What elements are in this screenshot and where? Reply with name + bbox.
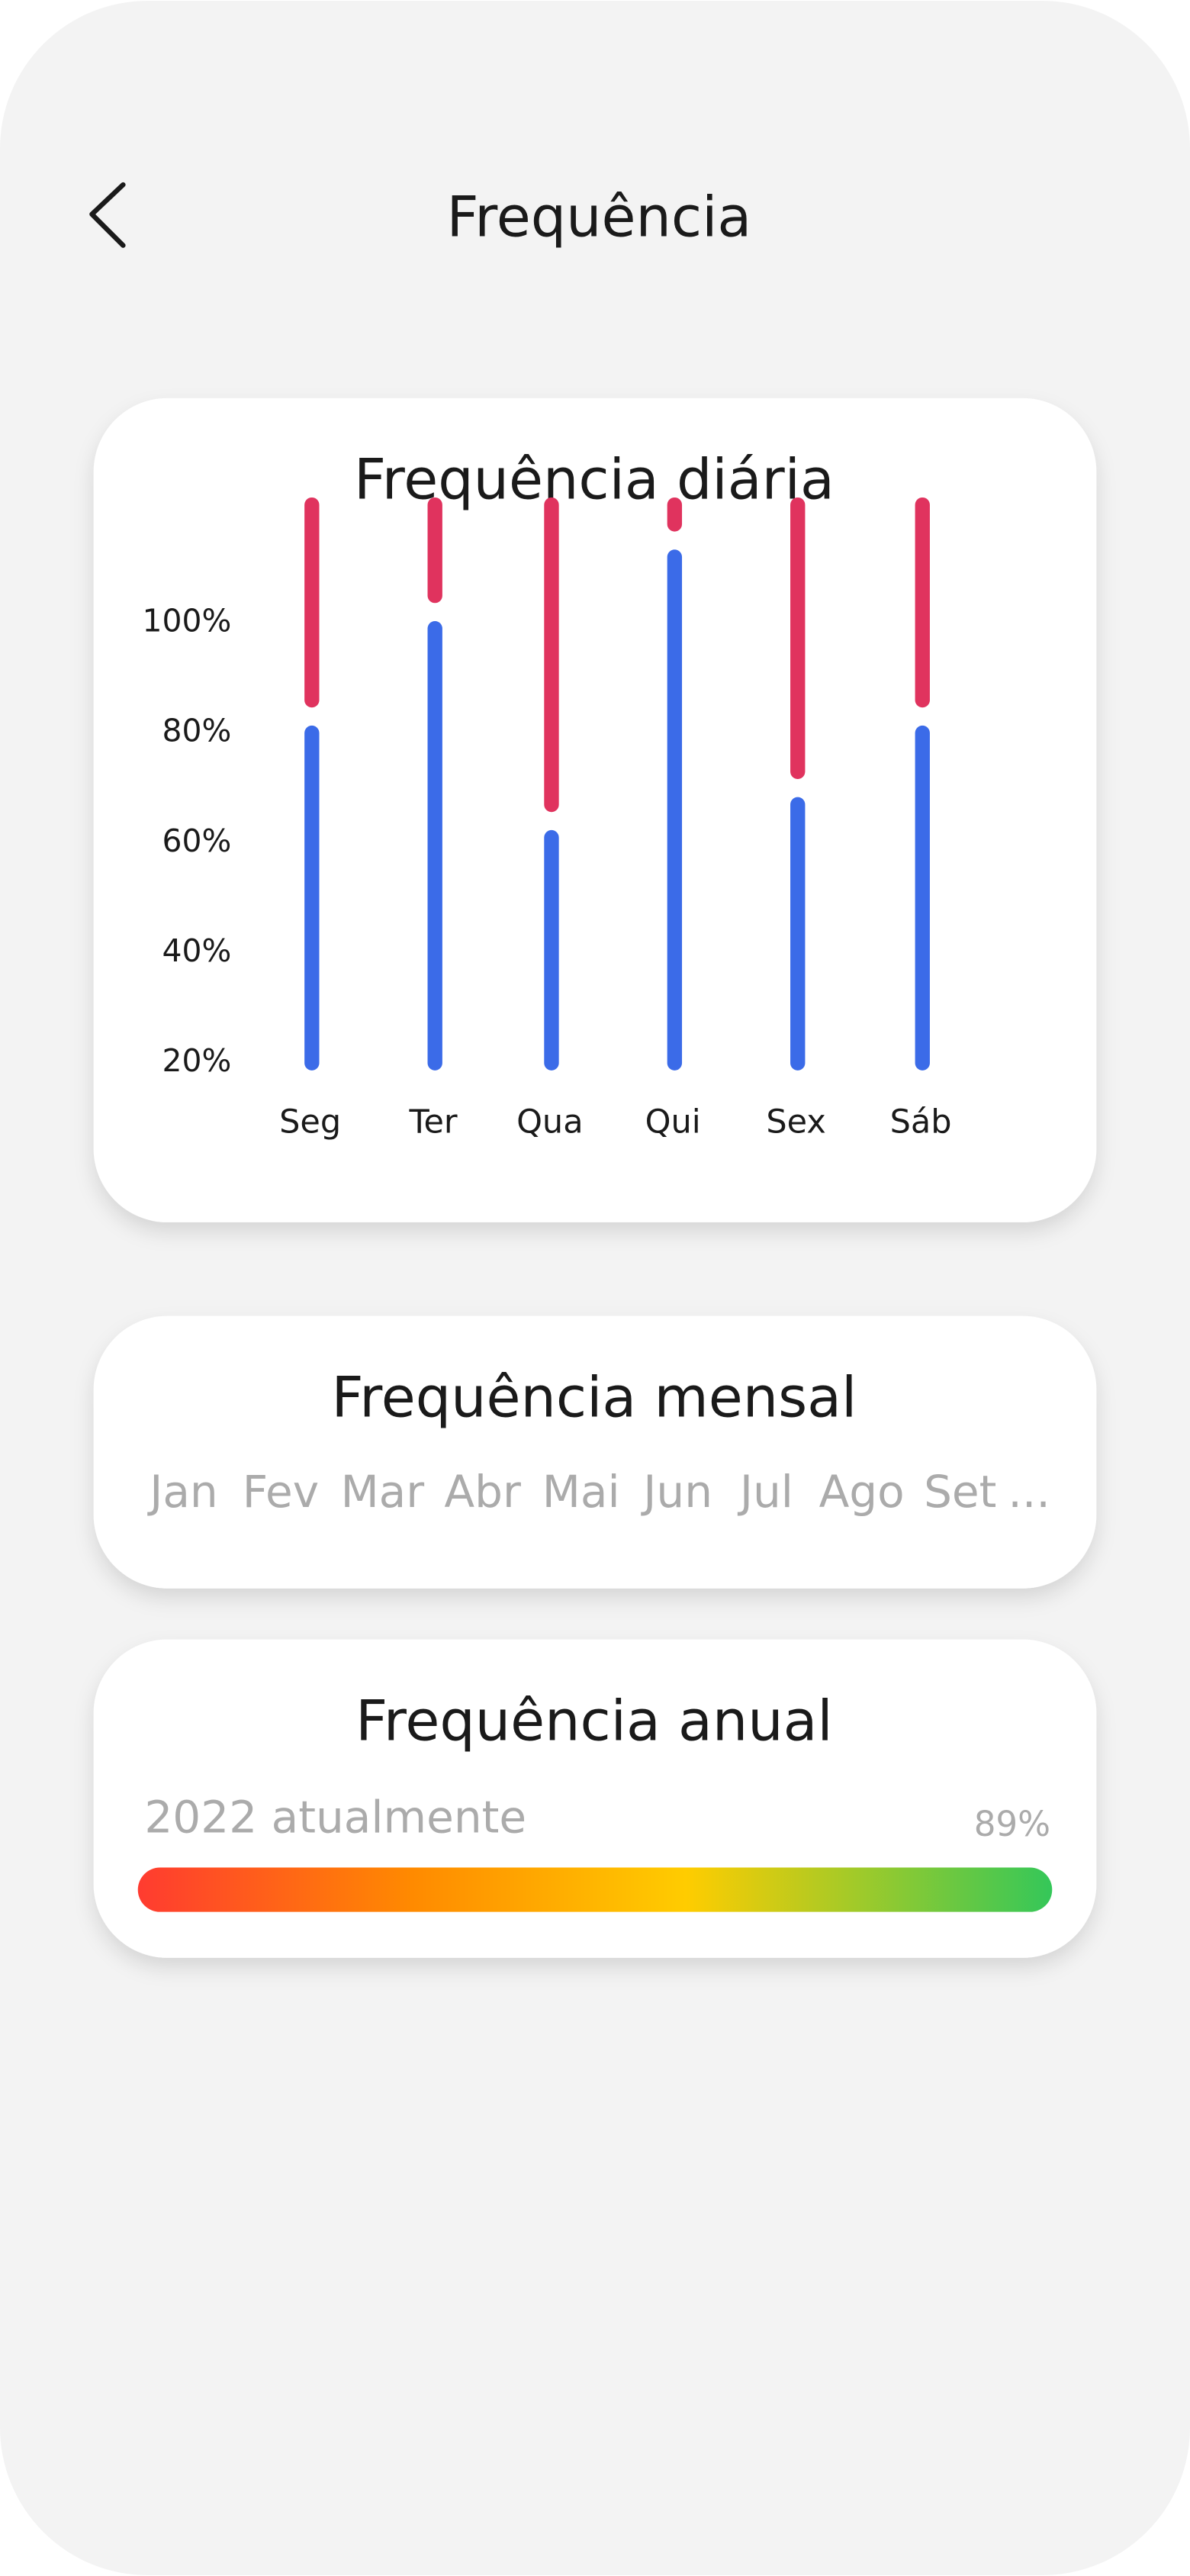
page-title: Frequência bbox=[447, 185, 752, 250]
month-more: ... bbox=[1008, 1466, 1050, 1518]
month-label[interactable]: Jun bbox=[641, 1466, 712, 1518]
month-label[interactable]: Fev bbox=[243, 1466, 319, 1518]
y-tick-label: 100% bbox=[143, 603, 232, 639]
x-tick-label: Qui bbox=[645, 1103, 701, 1141]
x-tick-label: Sex bbox=[766, 1103, 825, 1141]
annual-caption: 2022 atualmente bbox=[144, 1791, 526, 1843]
x-tick-label: Sáb bbox=[890, 1103, 952, 1141]
annual-progress-bar bbox=[137, 1867, 1053, 1912]
daily-card bbox=[93, 398, 1097, 1222]
month-label[interactable]: Abr bbox=[444, 1466, 521, 1518]
chart-title: Frequência diária bbox=[354, 448, 835, 513]
x-tick-label: Seg bbox=[279, 1103, 341, 1141]
annual-percent: 89% bbox=[974, 1804, 1050, 1844]
x-tick-label: Ter bbox=[408, 1103, 457, 1141]
month-label[interactable]: Ago bbox=[819, 1466, 905, 1518]
annual-title: Frequência anual bbox=[355, 1689, 833, 1753]
month-label[interactable]: Mai bbox=[542, 1466, 620, 1518]
x-tick-label: Qua bbox=[516, 1103, 583, 1141]
back-button[interactable] bbox=[89, 182, 126, 248]
month-label[interactable]: Mar bbox=[341, 1466, 425, 1518]
y-tick-label: 60% bbox=[162, 823, 232, 859]
month-label[interactable]: Set bbox=[924, 1466, 996, 1518]
y-tick-label: 20% bbox=[162, 1042, 232, 1079]
month-list: Jan Fev Mar Abr Mai Jun Jul Ago Set... bbox=[147, 1466, 1050, 1518]
monthly-card[interactable] bbox=[93, 1315, 1097, 1589]
month-label[interactable]: Jan bbox=[147, 1466, 218, 1518]
y-tick-label: 80% bbox=[162, 713, 232, 749]
y-tick-label: 40% bbox=[162, 932, 232, 969]
monthly-title: Frequência mensal bbox=[332, 1365, 857, 1430]
month-label[interactable]: Jul bbox=[738, 1466, 793, 1518]
